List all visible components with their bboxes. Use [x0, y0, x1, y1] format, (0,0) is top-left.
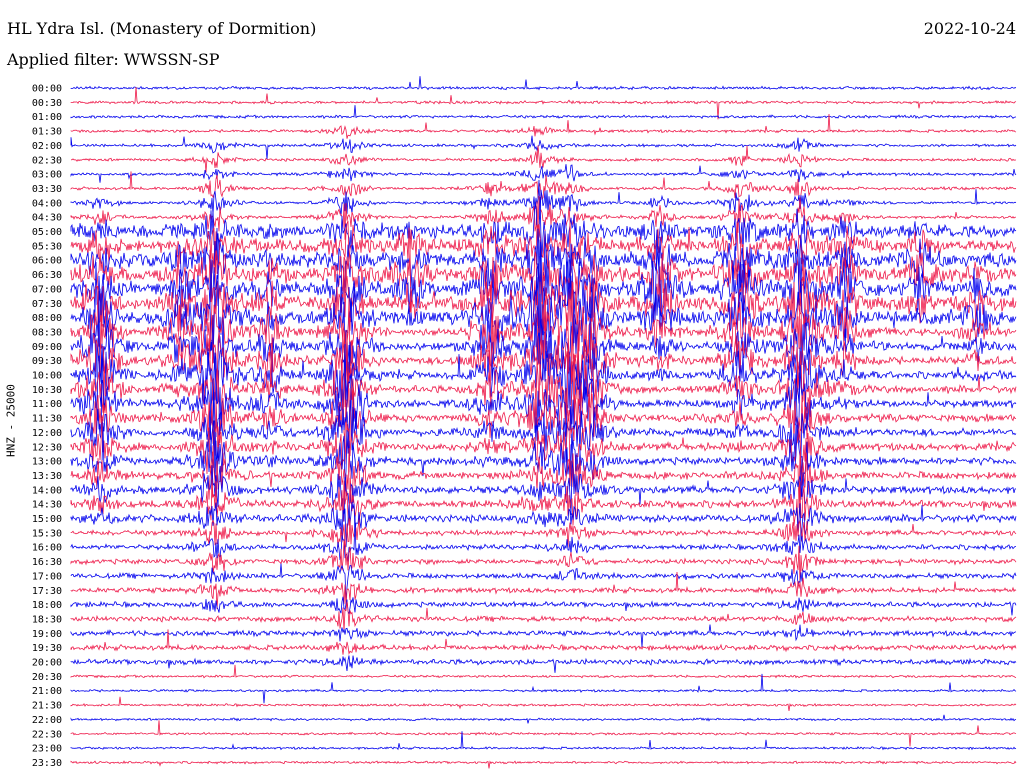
time-label: 07:30 [32, 299, 62, 310]
time-label: 02:00 [32, 141, 62, 152]
time-label: 08:00 [32, 313, 62, 324]
trace-line [70, 290, 1017, 391]
trace-line [70, 113, 1017, 139]
time-label: 01:00 [32, 112, 62, 123]
time-label: 11:00 [32, 399, 62, 410]
time-label: 19:00 [32, 629, 62, 640]
time-label: 01:30 [32, 127, 62, 138]
time-label: 04:30 [32, 213, 62, 224]
trace-line [70, 720, 1017, 747]
time-label: 03:30 [32, 184, 62, 195]
trace-line [70, 391, 1017, 463]
trace-line [70, 596, 1017, 616]
trace-line [70, 344, 1017, 464]
trace-line [70, 145, 1017, 173]
station-title: HL Ydra Isl. (Monastery of Dormition) [7, 19, 317, 38]
time-label: 21:00 [32, 686, 62, 697]
time-label: 17:00 [32, 571, 62, 582]
time-label: 14:30 [32, 500, 62, 511]
time-label: 20:00 [32, 658, 62, 669]
trace-line [70, 601, 1017, 632]
trace-line [70, 266, 1017, 364]
trace-line [70, 263, 1017, 364]
trace-line [70, 248, 1017, 316]
time-label: 22:30 [32, 729, 62, 740]
time-label: 19:30 [32, 643, 62, 654]
trace-line [70, 731, 1017, 751]
time-label: 13:00 [32, 457, 62, 468]
date-label: 2022-10-24 [923, 19, 1016, 38]
time-label: 10:00 [32, 371, 62, 382]
trace-line [70, 76, 1017, 91]
trace-line [70, 164, 1017, 183]
trace-line [70, 196, 1017, 261]
trace-line [70, 714, 1017, 724]
time-label: 13:30 [32, 471, 62, 482]
time-label: 16:30 [32, 557, 62, 568]
trace-line [70, 86, 1017, 120]
time-label: 18:30 [32, 614, 62, 625]
time-label: 07:00 [32, 284, 62, 295]
trace-line [70, 518, 1017, 554]
trace-line [70, 563, 1017, 602]
time-label: 00:30 [32, 98, 62, 109]
trace-line [70, 571, 1017, 610]
trace-line [70, 378, 1017, 456]
trace-line [70, 220, 1017, 275]
time-label: 23:00 [32, 744, 62, 755]
time-label: 11:30 [32, 414, 62, 425]
time-label: 12:30 [32, 442, 62, 453]
time-labels: 00:00 00:30 01:00 01:30 02:00 02:30 03:00 03:30… [32, 84, 62, 769]
time-label: 02:30 [32, 155, 62, 166]
time-label: 18:00 [32, 600, 62, 611]
trace-line [70, 135, 1017, 160]
traces [70, 76, 1017, 769]
trace-line [70, 624, 1017, 647]
trace-line [70, 445, 1017, 512]
time-label: 17:30 [32, 586, 62, 597]
trace-line [70, 477, 1017, 528]
time-label: 12:00 [32, 428, 62, 439]
time-label: 16:00 [32, 543, 62, 554]
time-label: 23:30 [32, 758, 62, 769]
filter-label: Applied filter: WWSSN-SP [7, 50, 220, 69]
trace-line [70, 171, 1017, 203]
time-label: 15:30 [32, 528, 62, 539]
trace-line [70, 540, 1017, 583]
trace-line [70, 332, 1017, 420]
trace-line [70, 338, 1017, 439]
trace-line [70, 420, 1017, 500]
trace-line [70, 414, 1017, 485]
trace-line [70, 105, 1017, 120]
time-label: 09:30 [32, 356, 62, 367]
time-label: 14:00 [32, 485, 62, 496]
trace-line [70, 501, 1017, 548]
trace-line [70, 673, 1017, 704]
time-label: 05:30 [32, 241, 62, 252]
trace-line [70, 280, 1017, 379]
time-label: 21:30 [32, 701, 62, 712]
trace-line [70, 179, 1017, 220]
time-label: 15:00 [32, 514, 62, 525]
trace-line [70, 664, 1017, 679]
trace-line [70, 515, 1017, 562]
time-label: 09:00 [32, 342, 62, 353]
trace-line [70, 629, 1017, 655]
time-label: 06:30 [32, 270, 62, 281]
time-label: 05:00 [32, 227, 62, 238]
time-label: 03:00 [32, 170, 62, 181]
trace-line [70, 760, 1017, 769]
time-label: 20:30 [32, 672, 62, 683]
time-label: 00:00 [32, 84, 62, 95]
trace-line [70, 461, 1017, 522]
time-label: 04:00 [32, 198, 62, 209]
time-label: 10:30 [32, 385, 62, 396]
time-label: 22:00 [32, 715, 62, 726]
trace-line [70, 655, 1017, 673]
trace-line [70, 696, 1017, 712]
trace-line [70, 195, 1017, 240]
time-label: 06:00 [32, 256, 62, 267]
time-label: 08:30 [32, 327, 62, 338]
